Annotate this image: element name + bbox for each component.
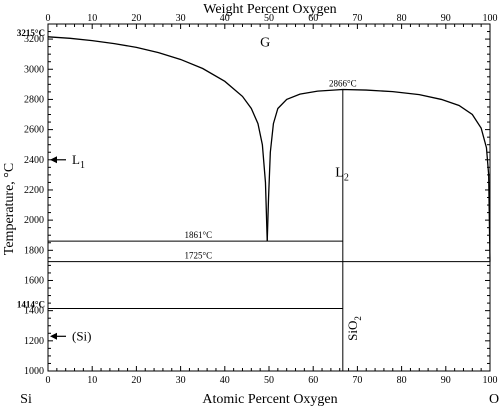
x-tick-label-bottom: 100	[483, 375, 498, 386]
bottom-axis-title: Atomic Percent Oxygen	[202, 392, 337, 407]
x-tick-label-bottom: 0	[46, 375, 51, 386]
x-tick-label-top: 50	[264, 13, 274, 24]
temperature-annotation: 1725°C	[184, 251, 212, 261]
x-tick-label-top: 40	[220, 13, 230, 24]
top-axis-title: Weight Percent Oxygen	[203, 2, 336, 17]
y-tick-label: 2600	[24, 125, 44, 136]
x-tick-label-top: 80	[397, 13, 407, 24]
temperature-annotation: 3215°C	[17, 28, 45, 38]
x-tick-label-bottom: 60	[308, 375, 318, 386]
y-tick-label: 1200	[24, 336, 44, 347]
x-tick-label-bottom: 40	[220, 375, 230, 386]
temperature-annotation: 1414°C	[17, 300, 45, 310]
x-tick-label-bottom: 30	[176, 375, 186, 386]
x-tick-label-bottom: 80	[397, 375, 407, 386]
phase-label-g: G	[260, 36, 270, 51]
arrow-head-icon	[50, 156, 57, 164]
y-tick-label: 2200	[24, 185, 44, 196]
arrow-label: (Si)	[72, 328, 92, 343]
x-tick-label-bottom: 50	[264, 375, 274, 386]
x-tick-label-bottom: 90	[441, 375, 451, 386]
x-tick-label-top: 30	[176, 13, 186, 24]
arrow-head-icon	[50, 332, 57, 340]
x-tick-label-top: 0	[46, 13, 51, 24]
x-tick-label-top: 20	[131, 13, 141, 24]
x-tick-label-top: 10	[87, 13, 97, 24]
y-tick-label: 3200	[24, 34, 44, 45]
liquidus-curve-right	[266, 88, 491, 262]
y-tick-label: 1400	[24, 306, 44, 317]
y-tick-label: 2800	[24, 94, 44, 105]
y-tick-label: 2000	[24, 215, 44, 226]
y-tick-label: 3000	[24, 64, 44, 75]
y-tick-label: 1000	[24, 366, 44, 377]
plot-area: 0 10 20 30 40 50 60 70 80 90 1000 10 20 30 40 50 60 70 80 9…	[17, 13, 498, 386]
right-element-label: O	[489, 392, 499, 407]
y-tick-label: 2400	[24, 155, 44, 166]
x-tick-label-top: 70	[352, 13, 362, 24]
y-tick-label: 1800	[24, 245, 44, 256]
y-tick-label: 1600	[24, 275, 44, 286]
x-tick-label-top: 90	[441, 13, 451, 24]
x-tick-label-bottom: 10	[87, 375, 97, 386]
y-axis-title: Temperature, °C	[2, 163, 17, 255]
x-tick-label-bottom: 70	[352, 375, 362, 386]
arrow-label: L1	[72, 152, 85, 171]
compound-label-sio2: SiO2	[345, 316, 363, 341]
temperature-annotation: 1861°C	[184, 230, 212, 240]
temperature-annotation: 2866°C	[329, 78, 357, 88]
phase-label-l2: L2	[335, 165, 349, 183]
liquidus-curve-left	[47, 36, 268, 242]
x-tick-label-bottom: 20	[131, 375, 141, 386]
x-tick-label-top: 100	[483, 13, 498, 24]
left-element-label: Si	[20, 392, 32, 407]
x-tick-label-top: 60	[308, 13, 318, 24]
